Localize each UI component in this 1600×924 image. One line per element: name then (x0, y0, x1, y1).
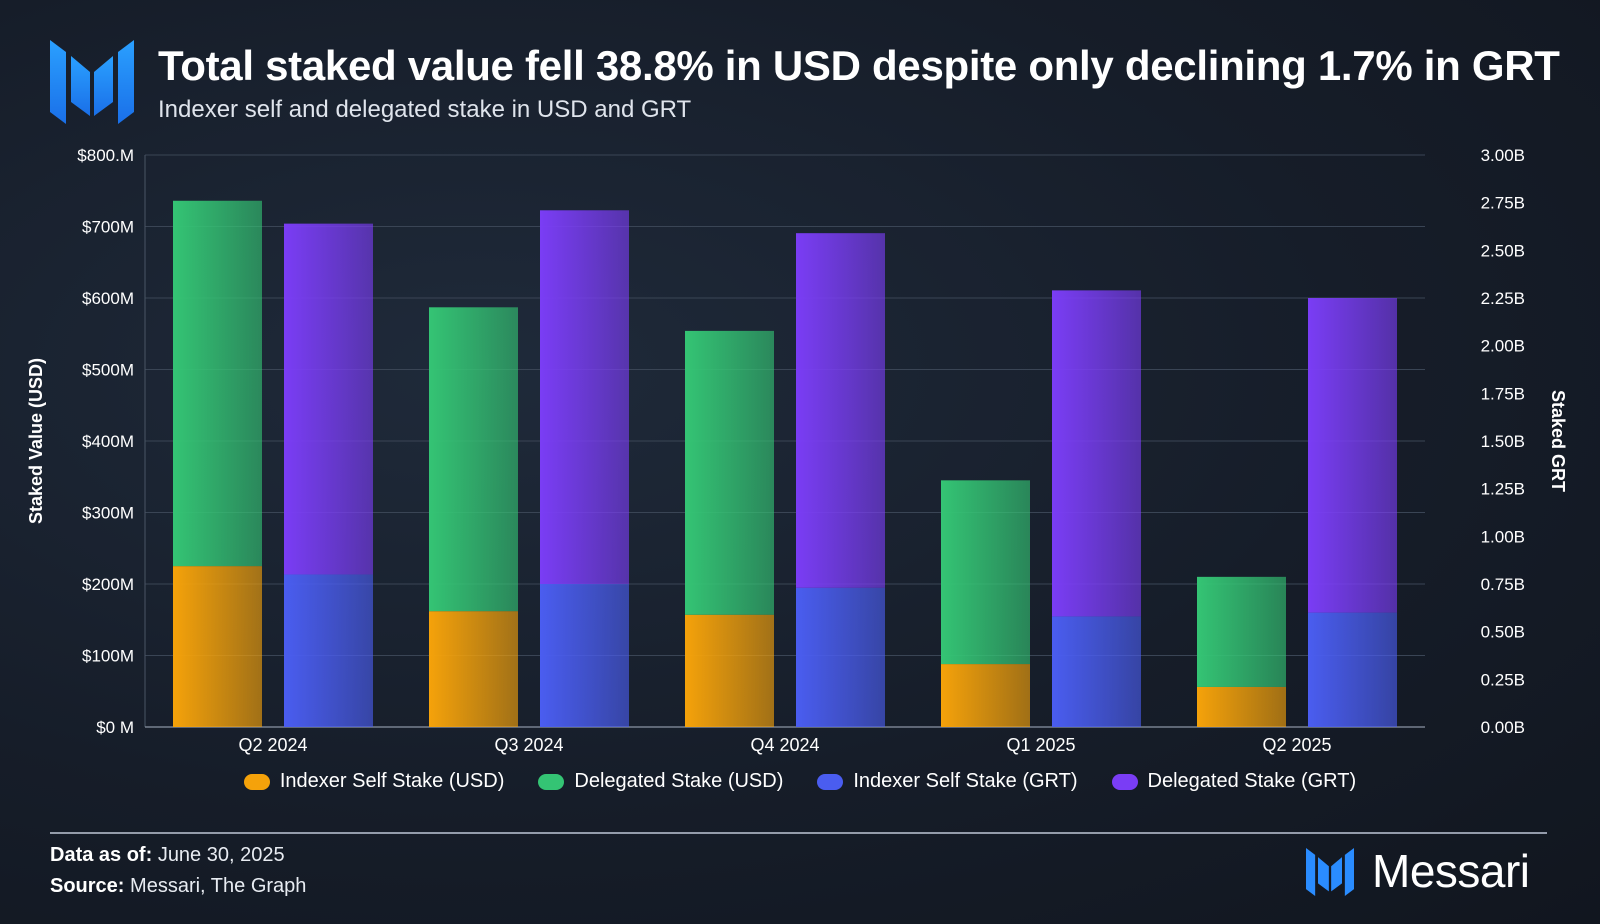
legend-label: Delegated Stake (USD) (574, 770, 784, 792)
source-label: Source: (50, 875, 125, 897)
left-axis-tick-label: $800.M (77, 146, 134, 165)
data-source: Source: Messari, The Graph (50, 875, 306, 898)
chart-legend: Indexer Self Stake (USD) Delegated Stake … (0, 770, 1600, 793)
left-axis-tick-label: $100M (82, 647, 134, 666)
messari-brand-icon (1306, 848, 1354, 896)
bar-grt-self (540, 584, 629, 727)
right-axis-tick-label: 1.00B (1481, 527, 1525, 546)
bar-usd-self (173, 566, 262, 727)
x-axis-tick-label: Q1 2025 (1006, 735, 1075, 755)
bar-usd-delegated (941, 480, 1030, 665)
footer-divider (50, 832, 1547, 834)
source-value: Messari, The Graph (130, 875, 307, 897)
right-axis-tick-label: 1.25B (1481, 480, 1525, 499)
right-axis-tick-label: 1.50B (1481, 432, 1525, 451)
x-axis-tick-label: Q3 2024 (494, 735, 563, 755)
left-axis-tick-label: $200M (82, 575, 134, 594)
bar-usd-self (941, 664, 1030, 727)
bar-usd-self (429, 611, 518, 727)
brand-name: Messari (1372, 845, 1530, 897)
left-axis-tick-label: $400M (82, 432, 134, 451)
legend-label: Delegated Stake (GRT) (1147, 770, 1357, 792)
right-axis-tick-label: 0.00B (1481, 718, 1525, 737)
messari-logo-icon (50, 40, 134, 124)
legend-swatch (1111, 773, 1138, 790)
right-axis-tick-label: 2.50B (1481, 241, 1525, 260)
chart-header: Total staked value fell 38.8% in USD des… (50, 38, 1570, 128)
left-axis-tick-label: $600M (82, 289, 134, 308)
x-axis-tick-label: Q4 2024 (750, 735, 819, 755)
left-axis-tick-label: $500M (82, 361, 134, 380)
bar-usd-self (685, 614, 774, 727)
right-axis-tick-label: 2.25B (1481, 289, 1525, 308)
legend-item: Delegated Stake (GRT) (1111, 770, 1357, 793)
bar-grt-delegated (1308, 298, 1397, 613)
bar-grt-delegated (284, 223, 373, 575)
legend-label: Indexer Self Stake (GRT) (853, 770, 1078, 792)
right-axis-tick-label: 2.75B (1481, 194, 1525, 213)
chart-subtitle: Indexer self and delegated stake in USD … (158, 96, 692, 123)
bar-grt-self (1052, 616, 1141, 727)
right-axis-tick-label: 0.50B (1481, 623, 1525, 642)
legend-item: Indexer Self Stake (USD) (243, 770, 505, 793)
bar-grt-delegated (540, 210, 629, 584)
bar-usd-delegated (173, 200, 262, 567)
left-axis-tick-label: $300M (82, 504, 134, 523)
legend-item: Delegated Stake (USD) (538, 770, 783, 793)
left-axis-tick-label: $0 M (96, 718, 134, 737)
footer: Data as of: June 30, 2025 Source: Messar… (50, 844, 306, 906)
data-date-label: Data as of: (50, 844, 153, 866)
x-axis-tick-label: Q2 2024 (238, 735, 307, 755)
bar-grt-self (284, 574, 373, 727)
bar-usd-delegated (685, 330, 774, 615)
legend-label: Indexer Self Stake (USD) (279, 770, 505, 792)
right-axis-tick-label: 0.25B (1481, 670, 1525, 689)
bar-usd-delegated (1197, 576, 1286, 687)
brand-mark: Messari (1306, 845, 1551, 898)
bar-grt-delegated (796, 233, 885, 588)
bar-grt-self (1308, 612, 1397, 727)
legend-item: Indexer Self Stake (GRT) (817, 770, 1078, 793)
chart-title: Total staked value fell 38.8% in USD des… (158, 42, 1560, 89)
left-axis-tick-label: $700M (82, 218, 134, 237)
bar-grt-delegated (1052, 290, 1141, 617)
right-axis-title: Staked GRT (1548, 390, 1568, 492)
data-date: Data as of: June 30, 2025 (50, 844, 306, 867)
left-axis-title: Staked Value (USD) (26, 358, 46, 524)
right-axis-tick-label: 0.75B (1481, 575, 1525, 594)
legend-swatch (817, 773, 844, 790)
right-axis-tick-label: 3.00B (1481, 146, 1525, 165)
right-axis-tick-label: 2.00B (1481, 337, 1525, 356)
bar-usd-self (1197, 686, 1286, 727)
bar-usd-delegated (429, 307, 518, 612)
bar-grt-self (796, 587, 885, 727)
data-date-value: June 30, 2025 (157, 844, 285, 866)
legend-swatch (538, 773, 565, 790)
legend-swatch (243, 773, 270, 790)
x-axis-tick-label: Q2 2025 (1262, 735, 1331, 755)
right-axis-tick-label: 1.75B (1481, 384, 1525, 403)
